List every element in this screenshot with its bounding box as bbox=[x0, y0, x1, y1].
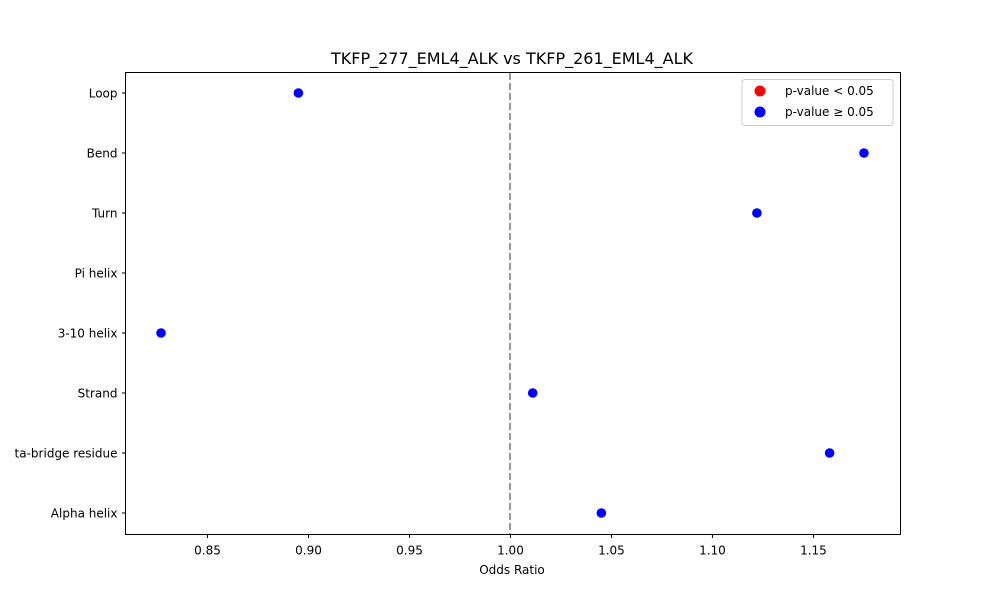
data-point bbox=[824, 448, 835, 458]
data-point bbox=[752, 208, 762, 218]
data-points bbox=[156, 88, 869, 518]
y-tick-label: Bend bbox=[87, 147, 118, 161]
x-tick-label: 0.90 bbox=[295, 544, 322, 558]
x-tick-label: 1.00 bbox=[497, 544, 524, 558]
y-tick-label: Turn bbox=[91, 207, 117, 221]
legend: p-value < 0.05 p-value ≥ 0.05 bbox=[741, 79, 894, 126]
data-point bbox=[156, 328, 166, 338]
data-point bbox=[527, 388, 538, 398]
x-axis: 0.85 0.90 0.95 1.00 1.05 1.10 1.15 bbox=[194, 534, 827, 558]
x-tick-label: 0.95 bbox=[396, 544, 423, 558]
legend-label-not-significant: p-value ≥ 0.05 bbox=[785, 105, 874, 119]
y-tick-label: Strand bbox=[78, 387, 118, 401]
y-tick-label: Alpha helix bbox=[51, 507, 118, 521]
legend-box bbox=[741, 79, 894, 126]
data-point bbox=[859, 148, 869, 158]
legend-marker-not-significant bbox=[754, 106, 766, 118]
x-axis-label: Odds Ratio bbox=[479, 563, 545, 577]
data-point bbox=[596, 508, 607, 518]
y-axis: Alpha helix ta-bridge residue Strand 3-10 h… bbox=[15, 87, 126, 521]
y-tick-label: Loop bbox=[89, 87, 118, 101]
y-tick-label: ta-bridge residue bbox=[15, 447, 118, 461]
x-tick-label: 0.85 bbox=[194, 544, 221, 558]
x-tick-label: 1.10 bbox=[699, 544, 726, 558]
legend-marker-significant bbox=[754, 85, 766, 97]
data-point bbox=[293, 88, 304, 98]
x-tick-label: 1.05 bbox=[598, 544, 625, 558]
y-tick-label: 3-10 helix bbox=[58, 327, 118, 341]
y-tick-label: Pi helix bbox=[75, 267, 118, 281]
legend-label-significant: p-value < 0.05 bbox=[785, 84, 874, 98]
plot-area bbox=[125, 72, 901, 535]
chart-title: TKFP_277_EML4_ALK vs TKFP_261_EML4_ALK bbox=[330, 49, 694, 69]
x-tick-label: 1.15 bbox=[800, 544, 827, 558]
